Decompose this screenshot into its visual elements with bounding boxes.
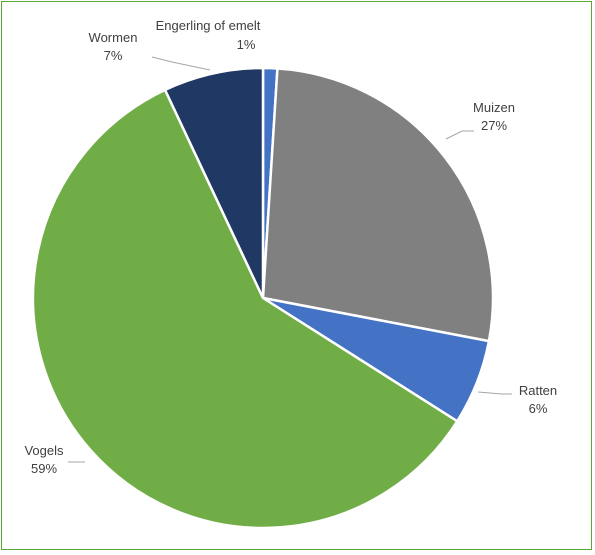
slice-percent-label-muizen: 27% [481,118,507,133]
pie-slice-vogels [31,88,459,530]
slice-name-label-wormen: Wormen [89,30,138,45]
leader-line-muizen [445,130,474,140]
slice-percent-label-engerling-of-emelt: 1% [237,37,256,52]
leader-line-ratten [477,391,512,395]
slice-name-label-engerling-of-emelt: Engerling of emelt [156,18,261,33]
slice-name-label-muizen: Muizen [473,100,515,115]
slice-name-label-vogels: Vogels [24,443,64,458]
pie-slice-muizen [261,67,495,343]
slice-name-label-ratten: Ratten [519,383,557,398]
slice-percent-label-ratten: 6% [529,401,548,416]
slice-percent-label-vogels: 59% [31,461,57,476]
slice-percent-label-wormen: 7% [104,48,123,63]
leader-line-wormen [151,56,211,71]
pie-slice-wormen [163,66,265,299]
